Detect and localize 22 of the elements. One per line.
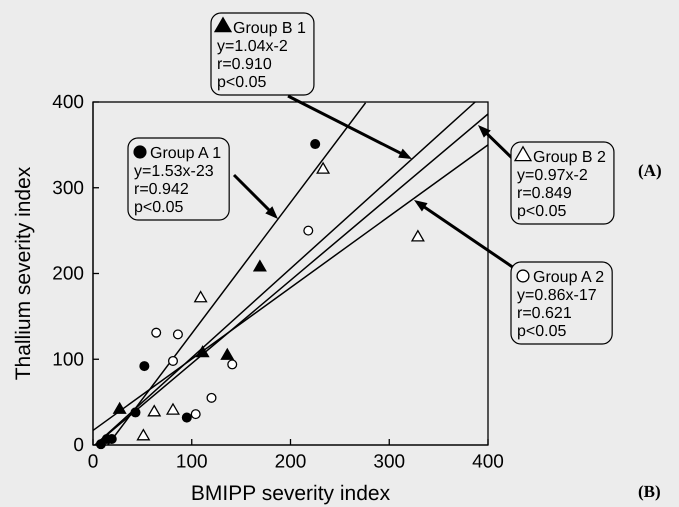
text: (A): [638, 161, 662, 180]
text: (B): [638, 482, 661, 501]
y-axis-title: Thallium severity index: [12, 166, 35, 380]
text: y=0.97x-2 r=0.849 p<0.05: [517, 167, 588, 220]
text: y=1.04x-2 r=0.910 p<0.05: [217, 38, 288, 91]
legend-label: Group B 2: [533, 149, 606, 166]
y-tick-label: 100: [52, 349, 84, 370]
y-tick-label: 400: [52, 92, 84, 114]
y-tick-label: 0: [73, 435, 84, 456]
x-tick-label: 300: [373, 451, 406, 472]
x-tick-label: 100: [176, 451, 208, 472]
text: y=0.86x-17 r=0.621 p<0.05: [517, 287, 597, 340]
legend-label: Group B 1: [233, 20, 306, 37]
x-tick-label: 200: [274, 451, 306, 472]
y-tick-label: 300: [52, 178, 84, 199]
legend-label: Group A 1: [150, 145, 222, 162]
legend-label: Group A 2: [533, 269, 604, 286]
y-tick-label: 200: [52, 264, 84, 285]
x-axis-title: BMIPP severity index: [190, 482, 391, 505]
x-tick-label: 0: [88, 451, 98, 472]
annotation: y=1.53x-23 r=0.942 p<0.05: [134, 163, 214, 216]
x-tick-label: 400: [472, 451, 504, 472]
